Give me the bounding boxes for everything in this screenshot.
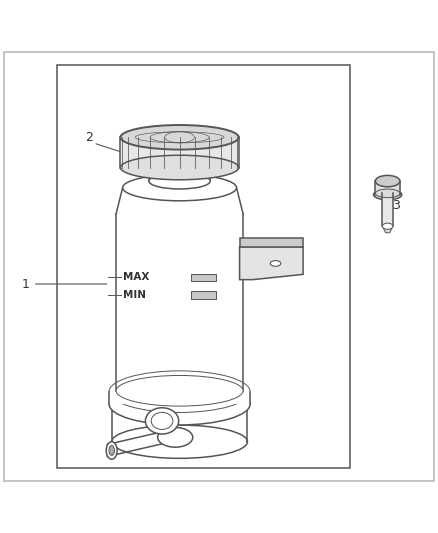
Ellipse shape xyxy=(375,189,400,198)
Polygon shape xyxy=(116,188,243,214)
Polygon shape xyxy=(240,238,303,247)
Ellipse shape xyxy=(123,174,237,201)
Ellipse shape xyxy=(149,173,210,189)
Ellipse shape xyxy=(112,383,247,417)
Bar xyxy=(191,273,216,281)
Ellipse shape xyxy=(109,383,250,425)
Ellipse shape xyxy=(106,442,117,459)
Bar xyxy=(116,214,243,391)
Text: 3: 3 xyxy=(392,199,400,212)
Ellipse shape xyxy=(109,446,114,455)
Polygon shape xyxy=(382,226,393,233)
Ellipse shape xyxy=(382,223,393,229)
Ellipse shape xyxy=(158,427,193,447)
Ellipse shape xyxy=(116,375,243,406)
Bar xyxy=(382,193,393,226)
Ellipse shape xyxy=(375,175,400,187)
Ellipse shape xyxy=(270,261,281,266)
Ellipse shape xyxy=(112,425,247,458)
Text: MIN: MIN xyxy=(123,290,146,300)
Polygon shape xyxy=(240,247,303,280)
Bar xyxy=(191,291,216,299)
Ellipse shape xyxy=(149,160,210,176)
Text: MAX: MAX xyxy=(123,272,149,282)
Ellipse shape xyxy=(374,190,402,200)
Ellipse shape xyxy=(151,413,173,430)
Ellipse shape xyxy=(120,155,239,180)
Ellipse shape xyxy=(145,408,179,434)
Bar xyxy=(109,392,250,404)
Bar xyxy=(149,168,210,181)
Ellipse shape xyxy=(109,371,250,413)
Bar xyxy=(57,65,350,468)
Ellipse shape xyxy=(120,125,239,150)
Bar xyxy=(375,182,400,195)
Text: 2: 2 xyxy=(85,131,93,144)
Bar xyxy=(120,138,239,167)
Text: 1: 1 xyxy=(22,278,30,290)
